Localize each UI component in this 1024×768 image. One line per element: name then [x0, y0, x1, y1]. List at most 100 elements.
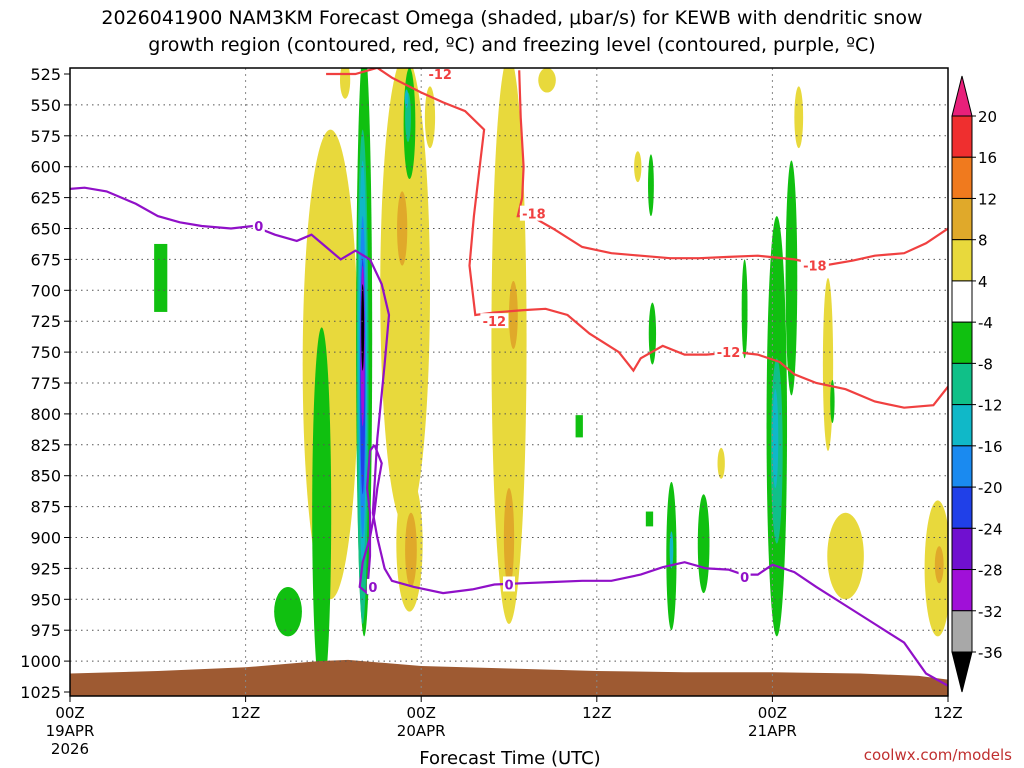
x-tick-label-4: 00Z [758, 704, 787, 722]
y-axis: 525 550 575 600 625 650 675 700 725 750 775 800 825 8… [20, 65, 70, 702]
omega-region-43 [361, 284, 365, 371]
omega-region-16 [509, 281, 518, 350]
terrain-area [70, 659, 948, 696]
dgz-label-0: -12 [428, 68, 452, 83]
y-tick-label-9: 750 [30, 343, 61, 362]
y-tick-label-5: 650 [30, 220, 61, 239]
colorbar-bin-9 [951, 486, 973, 529]
x-tick-label-2: 00Z [407, 704, 436, 722]
colorbar-label-6: -8 [978, 355, 993, 373]
y-tick-label-8: 725 [30, 312, 61, 331]
y-tick-label-18: 975 [30, 621, 61, 640]
terrain-fill [70, 659, 948, 696]
dgz-label-0-1-bg [714, 344, 743, 360]
freezing-label-0-2-bg [738, 569, 751, 585]
dgz-label-0-0-bg [480, 313, 509, 329]
y-tick-label-17: 950 [30, 590, 61, 609]
dgz-contour-1 [516, 70, 948, 267]
y-tick-label-16: 925 [30, 559, 61, 578]
colorbar-label-8: -16 [978, 438, 1003, 456]
x-tick-date-2: 20APR [397, 722, 446, 740]
y-tick-label-6: 675 [30, 250, 61, 269]
colorbar-bin-10 [951, 527, 973, 571]
y-tick-label-7: 700 [30, 281, 61, 300]
y-tick-label-3: 600 [30, 158, 61, 177]
colorbar-label-10: -24 [978, 520, 1003, 538]
colorbar-bin-12 [951, 610, 973, 653]
freezing-label-0-1-bg [503, 576, 515, 592]
freezing-label-0-1: 0 [504, 578, 513, 593]
colorbar-bin-2 [951, 197, 973, 241]
colorbar-bin-0 [951, 115, 973, 158]
freezing-label-1-0: 0 [368, 581, 377, 596]
y-tick-label-20: 1025 [20, 683, 61, 702]
colorbar-label-7: -12 [978, 397, 1003, 415]
y-tick-label-10: 775 [30, 374, 61, 393]
dgz-label-0-0: -12 [483, 315, 507, 330]
colorbar-label-11: -28 [978, 562, 1003, 580]
omega-region-25 [648, 302, 657, 365]
omega-region-12 [717, 447, 725, 479]
freezing-label-0-0-bg [252, 218, 265, 234]
y-tick-label-4: 625 [30, 189, 61, 208]
colorbar-bin-11 [951, 569, 973, 612]
colorbar-bin-5 [951, 321, 973, 364]
colorbar-bin-4 [951, 280, 973, 323]
omega-region-24 [648, 154, 654, 217]
colorbar-label-4: 4 [978, 273, 988, 291]
dgz-label-0-1: -12 [717, 346, 741, 361]
y-tick-label-0: 525 [30, 65, 61, 84]
omega-region-18 [934, 546, 944, 584]
freezing-label-0-2: 0 [740, 571, 749, 586]
y-tick-label-19: 1000 [20, 652, 61, 671]
omega-region-19 [312, 327, 332, 696]
omega-region-17 [503, 488, 515, 587]
omega-region-39 [669, 531, 674, 569]
x-tick-label-1: 12Z [231, 704, 260, 722]
omega-region-7 [538, 68, 556, 93]
colorbar-label-5: -4 [978, 314, 993, 332]
y-tick-label-14: 875 [30, 498, 61, 517]
omega-region-2 [339, 68, 351, 99]
omega-region-6 [491, 68, 527, 624]
credit-text: coolwx.com/models [864, 746, 1012, 764]
x-tick-date-4: 21APR [748, 722, 797, 740]
y-tick-label-1: 550 [30, 96, 61, 115]
colorbar: 20 16 12 8 4 -4 -8 -12 -16 -20 -24 -28 -32 -36 [951, 75, 1003, 693]
dgz-label-1: -18 [522, 208, 546, 223]
chart-title-line2: growth region (contoured, red, ºC) and f… [148, 34, 875, 56]
colorbar-label-3: 8 [978, 232, 988, 250]
freezing-level-contours [70, 186, 948, 687]
x-tick-label-3: 12Z [582, 704, 611, 722]
omega-region-9 [822, 277, 834, 451]
omega-region-5 [424, 86, 436, 149]
omega-region-38 [772, 389, 779, 489]
omega-region-32 [645, 511, 654, 527]
y-tick-label-11: 800 [30, 405, 61, 424]
colorbar-label-12: -32 [978, 603, 1003, 621]
omega-region-0 [154, 243, 168, 312]
grid [70, 68, 948, 696]
colorbar-bin-8 [951, 445, 973, 488]
x-tick-label-0: 00Z [55, 704, 84, 722]
omega-region-8 [794, 86, 804, 149]
omega-region-37 [404, 89, 409, 108]
dgz-label-1-0-bg [800, 257, 829, 273]
omega-region-23 [575, 415, 583, 438]
chart-title-line1: 2026041900 NAM3KM Forecast Omega (shaded… [101, 7, 922, 29]
omega-region-28 [741, 259, 748, 359]
freezing-label-1-0-bg [366, 578, 379, 594]
dgz-label-0-bg [426, 66, 455, 81]
y-tick-label-2: 575 [30, 127, 61, 146]
omega-region-15 [405, 512, 417, 587]
omega-region-3 [380, 68, 430, 526]
colorbar-bottom-arrow [951, 651, 973, 693]
colorbar-label-2: 12 [978, 190, 997, 208]
colorbar-bin-1 [951, 156, 973, 199]
dgz-label-1-bg [519, 205, 548, 221]
x-tick-date-0: 19APR [46, 722, 95, 740]
omega-region-10 [827, 512, 864, 600]
omega-region-27 [697, 494, 710, 594]
